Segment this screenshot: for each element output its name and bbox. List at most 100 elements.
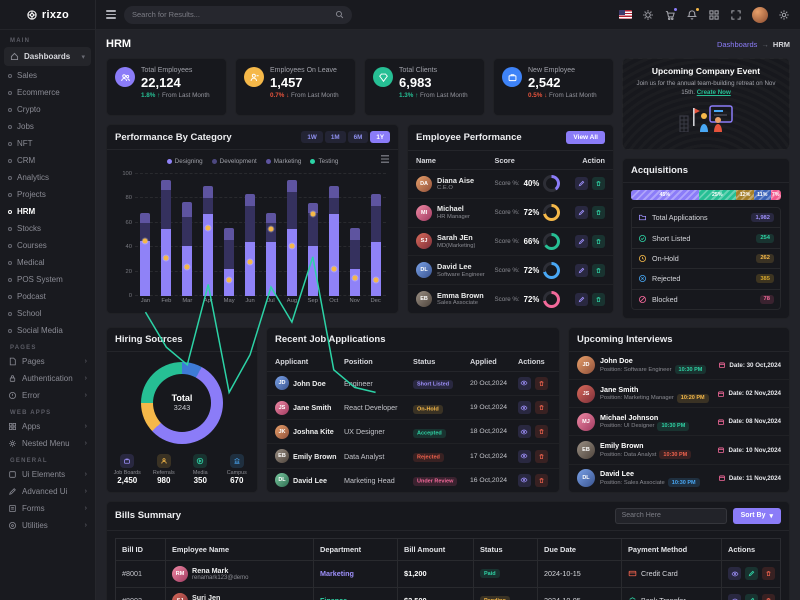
chevron-right-icon: › — [84, 505, 87, 512]
gridline: 20 — [126, 269, 387, 275]
edit-button[interactable] — [574, 234, 588, 248]
sidebar-item-stocks[interactable]: Stocks — [0, 220, 95, 237]
edit-button[interactable] — [745, 567, 758, 581]
settings-gear-icon[interactable] — [778, 9, 790, 21]
file-icon — [8, 357, 17, 366]
delete-button[interactable] — [534, 376, 548, 390]
upcoming-interviews-card: Upcoming Interviews JD John Doe Position:… — [568, 326, 790, 493]
sidebar-item-dashboards[interactable]: Dashboards ▾ — [4, 47, 91, 66]
sidebar-item-hrm[interactable]: HRM — [0, 203, 95, 220]
sidebar-item-apps[interactable]: Apps › — [0, 418, 95, 435]
view-button[interactable] — [517, 425, 531, 439]
sidebar-item-analytics[interactable]: Analytics — [0, 169, 95, 186]
avatar: JD — [577, 356, 595, 375]
notifications-bell-icon[interactable] — [686, 6, 700, 21]
sidebar-item-pages[interactable]: Pages › — [0, 353, 95, 370]
edit-button[interactable] — [574, 206, 588, 220]
delete-button[interactable] — [534, 401, 548, 415]
edit-button[interactable] — [574, 263, 588, 277]
list-item: MJ Michael Johnson Position: UI Designer 1… — [569, 408, 789, 437]
list-item: EB Emily Brown Position: Data Analyst 10:3… — [569, 436, 789, 465]
sidebar-item-authentication[interactable]: Authentication › — [0, 370, 95, 387]
edit-button[interactable] — [574, 292, 588, 306]
status-badge: Rejected — [412, 453, 444, 463]
sort-by-button[interactable]: Sort By ▾ — [732, 507, 781, 524]
view-button[interactable] — [517, 449, 531, 463]
apps-grid-icon[interactable] — [708, 9, 720, 21]
range-1y-button[interactable]: 1Y — [370, 131, 391, 143]
range-1m-button[interactable]: 1M — [324, 131, 346, 143]
sidebar-item-ecommerce[interactable]: Ecommerce — [0, 84, 95, 101]
user-avatar[interactable] — [752, 6, 768, 23]
avatar: JS — [577, 384, 595, 403]
sidebar-item-crypto[interactable]: Crypto — [0, 101, 95, 118]
edit-button[interactable] — [574, 177, 588, 191]
sidebar-item-sales[interactable]: Sales — [0, 67, 95, 84]
sidebar-item-error[interactable]: Error › — [0, 387, 95, 404]
chart-menu-icon[interactable] — [380, 155, 390, 163]
logo-text: rixzo — [41, 8, 70, 21]
delete-button[interactable] — [534, 425, 548, 439]
view-all-button[interactable]: View All — [566, 131, 605, 144]
sidebar-item-crm[interactable]: CRM — [0, 152, 95, 169]
view-button[interactable] — [517, 473, 531, 487]
chevron-down-icon: ▾ — [81, 53, 85, 61]
range-6m-button[interactable]: 6M — [347, 131, 369, 143]
delete-button[interactable] — [762, 567, 775, 581]
briefcase-icon — [120, 453, 135, 468]
view-button[interactable] — [728, 567, 741, 581]
sidebar-item-ui-elements[interactable]: Ui Elements › — [0, 466, 95, 483]
table-header: Bill ID Employee Name Department Bill Amoun… — [116, 538, 780, 561]
sidebar-item-forms[interactable]: Forms › — [0, 500, 95, 517]
sidebar-item-social-media[interactable]: Social Media — [0, 322, 95, 339]
delete-button[interactable] — [534, 473, 548, 487]
edit-button[interactable] — [745, 594, 758, 600]
sidebar-item-projects[interactable]: Projects — [0, 186, 95, 203]
range-1w-button[interactable]: 1W — [301, 131, 323, 143]
theme-toggle-icon[interactable] — [642, 9, 654, 21]
breadcrumb-dashboards-link[interactable]: Dashboards — [716, 39, 758, 49]
delete-button[interactable] — [762, 594, 775, 600]
delete-button[interactable] — [591, 206, 605, 220]
view-button[interactable] — [517, 376, 531, 390]
table-header: Applicant Position Status Applied Actions — [267, 352, 559, 372]
create-now-link[interactable]: Create Now — [696, 89, 731, 97]
delete-button[interactable] — [591, 292, 605, 306]
language-flag-icon[interactable] — [619, 10, 632, 19]
sidebar-item-pos-system[interactable]: POS System — [0, 271, 95, 288]
dot-icon — [8, 311, 12, 316]
sidebar-item-school[interactable]: School — [0, 305, 95, 322]
dot-icon — [8, 175, 12, 180]
bills-search-input[interactable] — [614, 507, 727, 524]
stacked-bar — [265, 174, 276, 296]
sidebar-item-medical[interactable]: Medical — [0, 254, 95, 271]
logo[interactable]: rixzo — [0, 0, 95, 30]
delete-button[interactable] — [591, 263, 605, 277]
box-icon — [8, 470, 17, 479]
gridline: 40 — [126, 244, 387, 250]
sidebar-item-jobs[interactable]: Jobs — [0, 118, 95, 135]
fullscreen-icon[interactable] — [730, 9, 742, 21]
delete-button[interactable] — [534, 449, 548, 463]
sidebar-item-advanced-ui[interactable]: Advanced Ui › — [0, 483, 95, 500]
sidebar-item-utilities[interactable]: Utilities › — [0, 517, 95, 534]
sidebar-nav: MAIN Dashboards ▾ Sales Ecommerce Crypto… — [0, 30, 95, 536]
status-badge: Accepted — [412, 428, 446, 438]
sidebar-item-nested-menu[interactable]: Nested Menu › — [0, 435, 95, 452]
menu-toggle-icon[interactable] — [106, 10, 116, 19]
sidebar-item-courses[interactable]: Courses — [0, 237, 95, 254]
avatar: JK — [275, 424, 289, 439]
delete-button[interactable] — [591, 234, 605, 248]
view-button[interactable] — [728, 594, 741, 600]
sidebar-item-nft[interactable]: NFT — [0, 135, 95, 152]
breadcrumb: Dashboards → HRM — [717, 40, 790, 49]
cart-icon[interactable] — [664, 6, 678, 21]
delete-button[interactable] — [591, 177, 605, 191]
search-icon[interactable] — [335, 10, 344, 19]
global-search[interactable] — [124, 5, 352, 24]
sidebar-item-podcast[interactable]: Podcast — [0, 288, 95, 305]
dot-icon — [8, 243, 12, 248]
search-input[interactable] — [132, 10, 335, 19]
view-button[interactable] — [517, 401, 531, 415]
